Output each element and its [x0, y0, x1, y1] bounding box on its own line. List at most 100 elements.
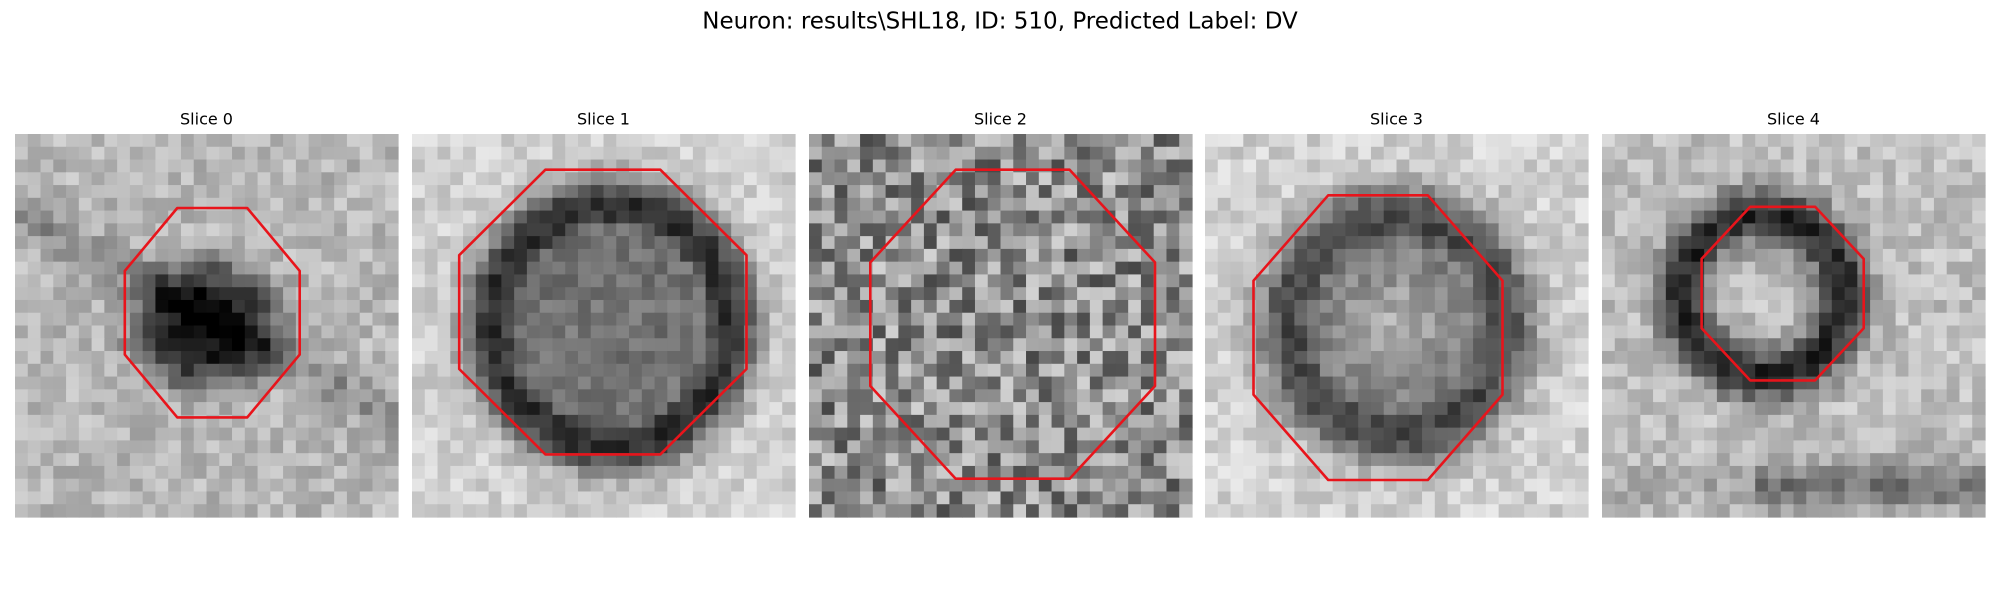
pixel [974, 402, 989, 416]
pixel [1678, 248, 1692, 263]
pixel [168, 248, 182, 263]
pixel [1281, 287, 1295, 301]
pixel [78, 197, 93, 212]
pixel [1959, 312, 1973, 327]
pixel [1205, 274, 1219, 288]
pixel [1511, 146, 1525, 161]
pixel [641, 389, 656, 403]
pixel [1946, 248, 1961, 263]
pixel [1921, 197, 1935, 212]
pixel [1640, 312, 1654, 327]
pixel [641, 325, 656, 339]
pixel [488, 197, 502, 212]
pixel [1627, 465, 1641, 480]
pixel [987, 146, 1002, 161]
pixel [809, 185, 823, 199]
pixel [1729, 453, 1744, 467]
pixel [219, 402, 233, 416]
pixel [1077, 312, 1091, 327]
pixel [705, 363, 719, 378]
pixel [1908, 504, 1922, 518]
pixel [1153, 248, 1168, 263]
pixel [1908, 134, 1922, 148]
pixel [936, 338, 951, 352]
pixel [911, 363, 925, 378]
pixel [565, 261, 579, 276]
pixel [923, 210, 938, 224]
pixel [603, 504, 617, 518]
pixel [1870, 312, 1884, 327]
pixel [155, 236, 169, 250]
pixel [987, 312, 1002, 327]
pixel [1831, 325, 1846, 339]
pixel [1857, 185, 1871, 199]
pixel [705, 491, 719, 505]
pixel [1536, 504, 1551, 518]
pixel [1575, 287, 1589, 301]
pixel [1614, 185, 1629, 199]
pixel [1000, 363, 1014, 378]
pixel [885, 465, 899, 480]
pixel [974, 197, 989, 212]
pixel [654, 287, 668, 301]
pixel [1256, 478, 1270, 493]
pixel [308, 453, 322, 467]
pixel [424, 491, 439, 505]
pixel [1485, 402, 1500, 416]
pixel [1128, 185, 1142, 199]
pixel [372, 287, 386, 301]
pixel [603, 299, 617, 314]
pixel [15, 363, 29, 378]
pixel [308, 389, 322, 403]
pixel [1205, 504, 1219, 518]
pixel [40, 236, 54, 250]
pixel [1831, 197, 1846, 212]
pixel [1882, 465, 1897, 480]
pixel [1089, 299, 1104, 314]
pixel [756, 261, 771, 276]
pixel [1000, 427, 1014, 441]
pixel [641, 134, 656, 148]
pixel [53, 440, 67, 454]
pixel [15, 389, 29, 403]
pixel [1640, 146, 1654, 161]
pixel [1230, 197, 1244, 212]
pixel [321, 159, 335, 173]
pixel [295, 185, 310, 199]
pixel [1485, 248, 1500, 263]
pixel [1230, 210, 1244, 224]
pixel [270, 325, 284, 339]
pixel [1665, 312, 1680, 327]
pixel [1064, 402, 1078, 416]
pixel [1345, 197, 1359, 212]
pixel [1460, 465, 1474, 480]
pixel [1959, 491, 1973, 505]
pixel [1179, 236, 1193, 250]
pixel [1038, 363, 1053, 378]
pixel [1536, 453, 1551, 467]
pixel [104, 159, 118, 173]
pixel [193, 402, 208, 416]
pixel [590, 146, 605, 161]
pixel [616, 440, 630, 454]
pixel [1870, 325, 1884, 339]
pixel [756, 427, 771, 441]
pixel [450, 172, 464, 186]
pixel [450, 146, 464, 161]
pixel [1077, 236, 1091, 250]
pixel [437, 299, 451, 314]
pixel [923, 223, 938, 237]
pixel [219, 427, 233, 441]
pixel [885, 363, 899, 378]
pixel [590, 248, 605, 263]
pixel [539, 287, 554, 301]
pixel [1536, 351, 1551, 365]
pixel [308, 312, 322, 327]
pixel [334, 363, 348, 378]
pixel [731, 172, 745, 186]
pixel [412, 440, 426, 454]
pixel [463, 338, 477, 352]
pixel [1383, 299, 1398, 314]
pixel [1882, 440, 1897, 454]
pixel [1217, 210, 1232, 224]
